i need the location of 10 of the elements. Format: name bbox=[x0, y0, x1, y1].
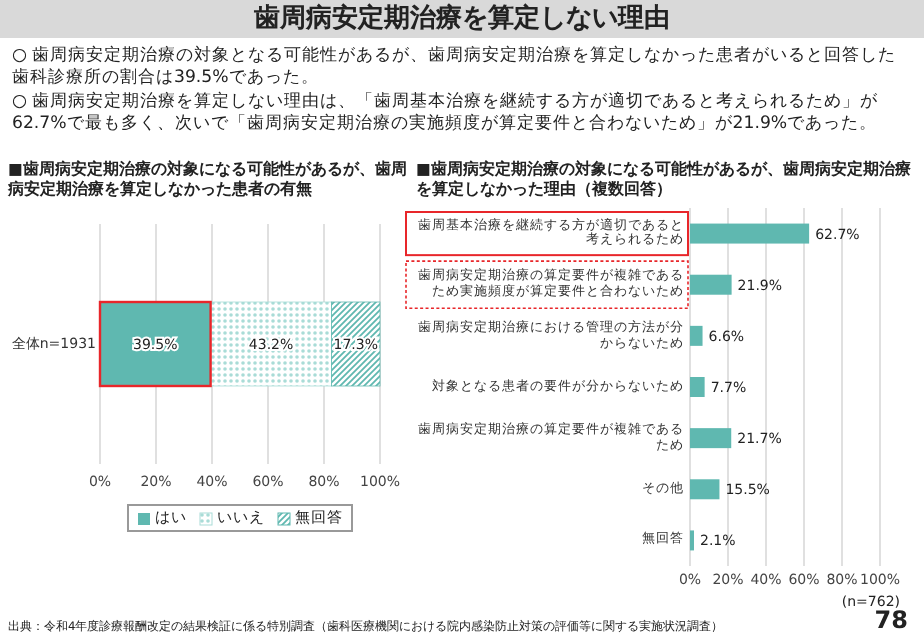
text: ○ 歯周病安定期治療の対象となる可能性があるが、歯周病安定期治療を算定しなかった患者がいると回答した歯科診療所の割合は39.5%であった。 bbox=[12, 46, 899, 88]
text: 78 bbox=[874, 606, 908, 634]
bar bbox=[690, 223, 810, 244]
bar bbox=[690, 377, 705, 397]
text: ○ 歯周病安定期治療を算定しない理由は、「歯周基本治療を継続する方が適切であると考えられるため」が62.7%で最も多く、次いで「歯周病安定期治療の実施頻度が算定要件と合わないため」が21.9%であった。 bbox=[12, 92, 881, 134]
bar bbox=[690, 274, 732, 295]
bar bbox=[690, 428, 732, 449]
bar bbox=[690, 325, 703, 346]
text: 歯周病安定期治療を算定しない理由 bbox=[0, 0, 924, 38]
bar bbox=[690, 479, 720, 500]
